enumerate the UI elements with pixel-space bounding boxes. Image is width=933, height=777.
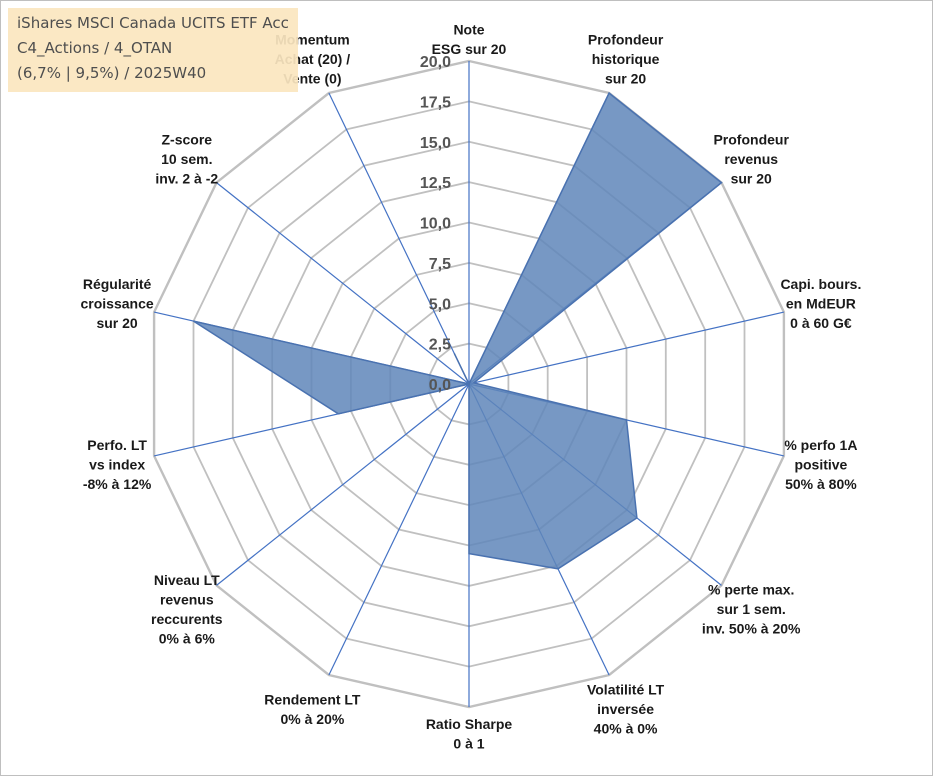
axis-label-line: sur 20 xyxy=(731,170,772,186)
axis-label-line: Perfo. LT xyxy=(87,437,147,453)
tick-label: 20,0 xyxy=(420,54,451,71)
fund-category: C4_Actions / 4_OTAN xyxy=(17,39,173,57)
axis-label-line: ESG sur 20 xyxy=(432,41,507,57)
axis-label-line: Profondeur xyxy=(713,131,789,147)
axis-label-3: Capi. bours. en MdEUR 0 à 60 G€ xyxy=(780,276,861,331)
tick-label: 15,0 xyxy=(420,135,451,152)
series-area xyxy=(193,91,723,570)
axis-label-line: inversée xyxy=(597,701,654,717)
axis-label-4: % perfo 1A positive 50% à 80% xyxy=(784,437,857,492)
axis-label-line: en MdEUR xyxy=(786,296,856,312)
tick-label: 5,0 xyxy=(429,296,451,313)
axis-label-8: Rendement LT 0% à 20% xyxy=(264,692,361,728)
axis-label-line: revenus xyxy=(160,591,214,607)
axis-label-line: croissance xyxy=(81,296,154,312)
axis-label-line: Note xyxy=(453,22,484,38)
axis-label-line: reccurents xyxy=(151,611,223,627)
axis-label-line: sur 20 xyxy=(605,70,646,86)
tick-label: 10,0 xyxy=(420,216,451,233)
axis-label-7: Ratio Sharpe 0 à 1 xyxy=(426,716,513,752)
axis-label-line: 40% à 0% xyxy=(594,721,658,737)
axis-label-line: 0% à 6% xyxy=(159,630,216,646)
axis-label-10: Perfo. LT vs index -8% à 12% xyxy=(83,437,152,492)
axis-label-12: Z-score 10 sem. inv. 2 à -2 xyxy=(155,131,218,186)
axis-label-line: Ratio Sharpe xyxy=(426,716,513,732)
axis-label-line: 10 sem. xyxy=(161,151,212,167)
radar-tick-labels: 0,0 2,5 5,0 7,5 10,0 12,5 15,0 17,5 20,0 xyxy=(420,54,451,394)
axis-label-line: inv. 2 à -2 xyxy=(155,170,218,186)
axis-label-line: 0 à 60 G€ xyxy=(790,315,852,331)
axis-label-line: revenus xyxy=(724,151,778,167)
axis-label-line: % perte max. xyxy=(708,582,794,598)
axis-label-line: Volatilité LT xyxy=(587,682,665,698)
axis-label-2: Profondeur revenus sur 20 xyxy=(713,131,789,186)
axis-label-line: % perfo 1A xyxy=(784,437,857,453)
axis-label-6: Volatilité LT inversée 40% à 0% xyxy=(587,682,665,737)
axis-label-line: sur 1 sem. xyxy=(717,601,786,617)
axis-label-line: -8% à 12% xyxy=(83,476,152,492)
axis-label-line: Profondeur xyxy=(588,31,664,47)
axis-label-line: inv. 50% à 20% xyxy=(702,621,801,637)
axis-label-line: Rendement LT xyxy=(264,692,361,708)
axis-label-1: Profondeur historique sur 20 xyxy=(588,31,664,86)
axis-label-0: Note ESG sur 20 xyxy=(432,22,507,58)
axis-label-line: positive xyxy=(794,456,847,472)
axis-label-line: Régularité xyxy=(83,276,152,292)
axis-label-line: Capi. bours. xyxy=(780,276,861,292)
tick-label: 0,0 xyxy=(429,377,451,394)
fund-info-box: iShares MSCI Canada UCITS ETF Acc C4_Act… xyxy=(8,8,298,92)
axis-label-line: 0% à 20% xyxy=(280,711,344,727)
axis-label-line: 0 à 1 xyxy=(453,736,484,752)
axis-label-11: Régularité croissance sur 20 xyxy=(81,276,154,331)
fund-rates: (6,7% | 9,5%) / 2025W40 xyxy=(17,64,207,82)
axis-label-line: Z-score xyxy=(162,131,213,147)
radar-series xyxy=(193,91,723,570)
tick-label: 17,5 xyxy=(420,94,451,111)
tick-label: 12,5 xyxy=(420,175,451,192)
axis-label-5: % perte max. sur 1 sem. inv. 50% à 20% xyxy=(702,582,801,637)
axis-label-line: historique xyxy=(592,51,660,67)
axis-label-line: 50% à 80% xyxy=(785,476,857,492)
fund-name: iShares MSCI Canada UCITS ETF Acc xyxy=(17,14,289,32)
axis-spoke-3 xyxy=(468,311,785,385)
tick-label: 2,5 xyxy=(429,337,451,354)
axis-spoke-12 xyxy=(216,182,470,385)
axis-label-line: vs index xyxy=(89,456,145,472)
axis-label-line: Niveau LT xyxy=(154,572,220,588)
tick-label: 7,5 xyxy=(429,256,451,273)
axis-label-line: sur 20 xyxy=(96,315,137,331)
axis-spoke-8 xyxy=(328,383,470,676)
axis-spoke-9 xyxy=(216,383,470,586)
axis-label-9: Niveau LT revenus reccurents 0% à 6% xyxy=(151,572,223,647)
axis-spoke-13 xyxy=(328,92,470,385)
